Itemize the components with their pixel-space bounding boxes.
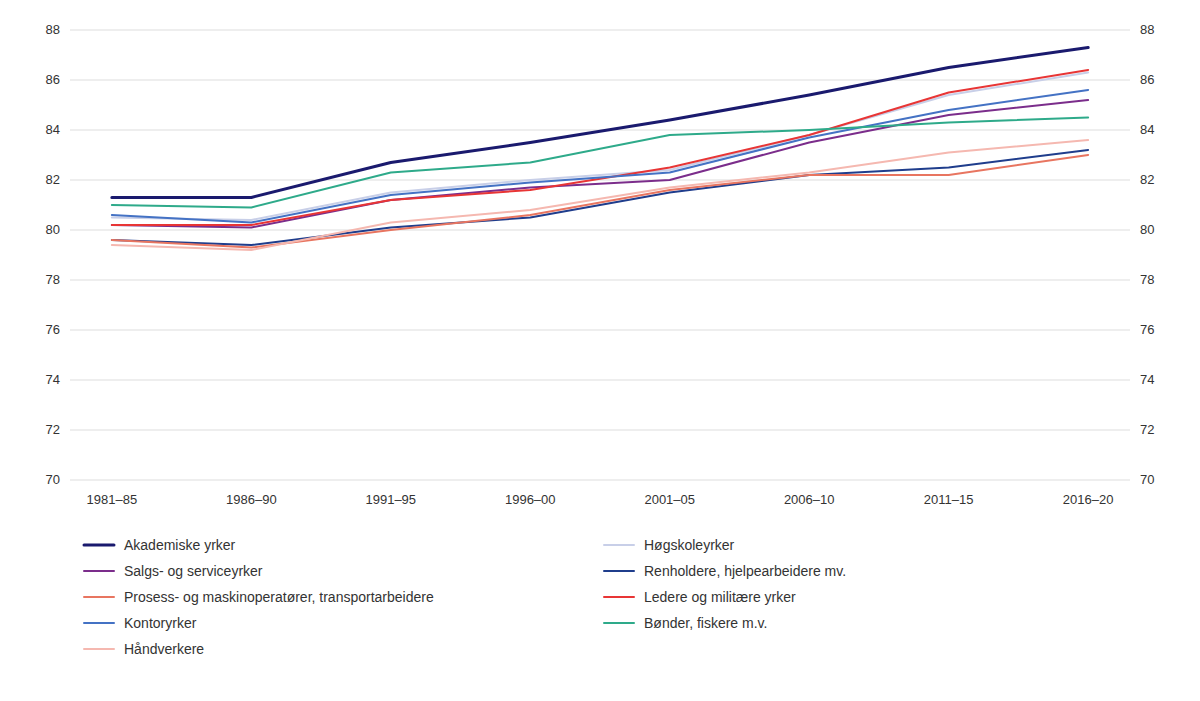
y-tick-label: 86 xyxy=(46,72,60,87)
legend-label: Håndverkere xyxy=(124,641,204,657)
x-tick-label: 2016–20 xyxy=(1063,492,1114,507)
x-tick-label: 1991–95 xyxy=(365,492,416,507)
x-tick-label: 2011–15 xyxy=(924,492,974,507)
series-line xyxy=(112,118,1088,208)
x-tick-label: 2006–10 xyxy=(784,492,835,507)
grid-line xyxy=(70,30,1130,31)
series-line xyxy=(112,150,1088,245)
x-tick-label: 1981–85 xyxy=(87,492,138,507)
legend-label: Salgs- og serviceyrker xyxy=(124,563,263,579)
legend-label: Akademiske yrker xyxy=(124,537,236,553)
series-line xyxy=(112,140,1088,250)
legend-label: Høgskoleyrker xyxy=(644,537,735,553)
legend-label: Kontoryrker xyxy=(124,615,197,631)
legend-swatch xyxy=(604,622,634,624)
grid-line xyxy=(70,230,1130,231)
legend-swatch xyxy=(84,648,114,650)
legend-label: Prosess- og maskinoperatører, transporta… xyxy=(124,589,434,605)
y2-tick-label: 72 xyxy=(1140,422,1154,437)
y-tick-label: 72 xyxy=(46,422,60,437)
series-line xyxy=(112,90,1088,223)
legend-swatch xyxy=(604,570,634,572)
x-tick-label: 1986–90 xyxy=(226,492,277,507)
y-tick-label: 82 xyxy=(46,172,60,187)
y2-tick-label: 84 xyxy=(1140,122,1154,137)
chart: 70 72 74 76 78 80 82 84 86 88 70 72 74 76 78 80 82 84 86 88… xyxy=(0,0,1200,701)
y2-tick-label: 80 xyxy=(1140,222,1154,237)
grid-line xyxy=(70,330,1130,331)
y-tick-label: 88 xyxy=(46,22,60,37)
y2-tick-label: 86 xyxy=(1140,72,1154,87)
legend-swatch xyxy=(84,570,114,572)
y2-tick-label: 74 xyxy=(1140,372,1154,387)
series-line xyxy=(112,100,1088,228)
y2-tick-label: 76 xyxy=(1140,322,1154,337)
grid-line xyxy=(70,80,1130,81)
y-tick-label: 80 xyxy=(46,222,60,237)
y-tick-label: 78 xyxy=(46,272,60,287)
legend-swatch xyxy=(84,596,114,598)
legend-swatch xyxy=(84,544,114,547)
y2-tick-label: 88 xyxy=(1140,22,1154,37)
x-tick-label: 2001–05 xyxy=(644,492,695,507)
y2-tick-label: 78 xyxy=(1140,272,1154,287)
y-tick-label: 74 xyxy=(46,372,60,387)
legend-label: Bønder, fiskere m.v. xyxy=(644,615,767,631)
legend-swatch xyxy=(604,544,634,546)
legend-swatch xyxy=(604,596,634,598)
legend-label: Ledere og militære yrker xyxy=(644,589,796,605)
grid xyxy=(70,30,1130,480)
grid-line xyxy=(70,430,1130,431)
series-line xyxy=(112,155,1088,248)
lines xyxy=(112,48,1088,251)
legend-swatch xyxy=(84,622,114,624)
y-tick-label: 76 xyxy=(46,322,60,337)
y-tick-label: 84 xyxy=(46,122,60,137)
grid-line xyxy=(70,480,1130,481)
legend: Akademiske yrker Høgskoleyrker Salgs- og s… xyxy=(84,537,846,657)
series-line xyxy=(112,70,1088,225)
legend-label: Renholdere, hjelpearbeidere mv. xyxy=(644,563,846,579)
x-tick-label: 1996–00 xyxy=(505,492,556,507)
axes: 70 72 74 76 78 80 82 84 86 88 70 72 74 76 78 80 82 84 86 88… xyxy=(46,22,1155,507)
y2-tick-label: 70 xyxy=(1140,472,1154,487)
grid-line xyxy=(70,380,1130,381)
y2-tick-label: 82 xyxy=(1140,172,1154,187)
y-tick-label: 70 xyxy=(46,472,60,487)
grid-line xyxy=(70,280,1130,281)
